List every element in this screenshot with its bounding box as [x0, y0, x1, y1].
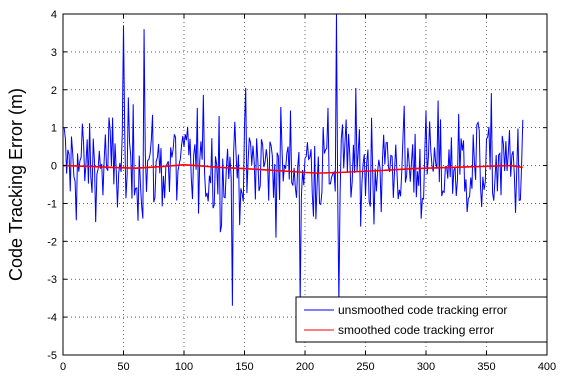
x-tick-label: 150 — [235, 361, 253, 373]
y-tick-label: 0 — [51, 161, 57, 173]
y-axis-ticks: 4 3 2 1 0 -1 -2 -3 -4 -5 — [47, 9, 547, 362]
y-tick-label: 1 — [51, 123, 57, 135]
y-tick-label: 3 — [51, 47, 57, 59]
legend-box — [295, 296, 548, 343]
x-tick-label: 400 — [538, 361, 556, 373]
x-axis-ticks: 0 50 100 150 200 250 300 350 400 — [60, 14, 556, 373]
x-tick-label: 50 — [117, 361, 129, 373]
series-unsmoothed — [63, 13, 524, 306]
y-tick-label: -5 — [47, 350, 57, 362]
y-tick-label: 2 — [51, 85, 57, 97]
x-tick-label: 250 — [356, 361, 374, 373]
x-tick-label: 100 — [175, 361, 193, 373]
y-tick-label: -2 — [47, 236, 57, 248]
legend-label-smoothed: smoothed code tracking error — [338, 323, 494, 337]
legend: unsmoothed code tracking error smoothed … — [295, 296, 548, 343]
y-tick-label: -3 — [47, 274, 57, 286]
x-tick-label: 350 — [477, 361, 495, 373]
legend-label-unsmoothed: unsmoothed code tracking error — [338, 303, 507, 317]
x-tick-label: 200 — [296, 361, 314, 373]
x-tick-label: 300 — [417, 361, 435, 373]
y-tick-label: -4 — [47, 312, 57, 324]
series-line-smoothed — [62, 163, 523, 174]
y-tick-label: -1 — [47, 198, 57, 210]
x-tick-label: 0 — [60, 361, 66, 373]
series-line-unsmoothed — [63, 13, 524, 306]
y-axis-label: Code Tracking Error (m) — [6, 88, 26, 281]
series-smoothed — [62, 163, 523, 174]
y-tick-label: 4 — [51, 9, 57, 21]
